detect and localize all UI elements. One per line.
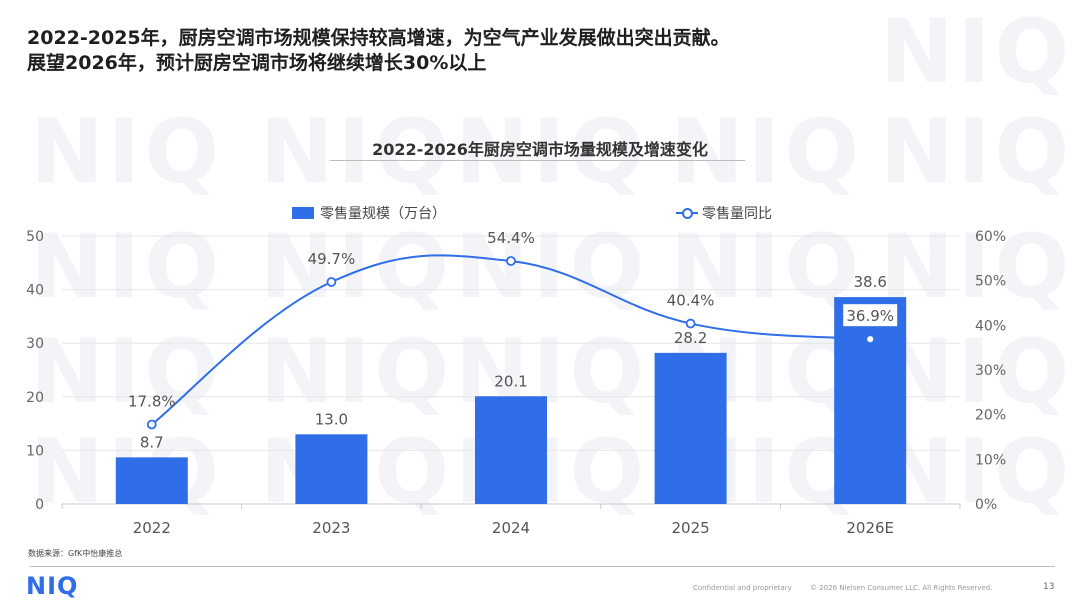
headline-line-1: 2022-2025年，厨房空调市场规模保持较高增速，为空气产业发展做出突出贡献。 <box>27 27 730 49</box>
y-right-tick-label: 40% <box>975 318 1006 334</box>
y-left-tick-label: 0 <box>35 497 44 513</box>
y-right-tick-label: 10% <box>975 452 1006 468</box>
copyright-note: © 2026 Nielsen Consumer LLC. All Rights … <box>810 584 993 592</box>
bar-value-label: 38.6 <box>853 273 886 291</box>
line-value-label: 54.4% <box>487 229 535 247</box>
line-point <box>506 256 516 266</box>
line-value-label: 36.9% <box>846 307 894 325</box>
x-tick-label: 2025 <box>672 519 710 537</box>
y-right-tick-label: 20% <box>975 408 1006 424</box>
x-tick-label: 2026E <box>846 519 894 537</box>
footer-divider <box>30 566 1055 567</box>
line-value-label: 49.7% <box>308 250 356 268</box>
headline: 2022-2025年，厨房空调市场规模保持较高增速，为空气产业发展做出突出贡献。… <box>27 26 1057 76</box>
legend-bar-label: 零售量规模（万台） <box>320 206 446 222</box>
legend-line-swatch <box>676 207 698 219</box>
chart-title: 2022-2026年厨房空调市场量规模及增速变化 <box>372 140 708 159</box>
bar <box>475 396 547 504</box>
line-point <box>685 318 696 329</box>
data-source-note: 数据来源：GfK中怡康推总 <box>28 549 123 558</box>
y-right-tick-label: 60% <box>975 229 1006 245</box>
bar-value-label: 13.0 <box>315 410 348 428</box>
y-right-tick-label: 30% <box>975 363 1006 379</box>
y-left-tick-label: 30 <box>26 336 44 352</box>
bar <box>834 297 907 504</box>
confidential-note: Confidential and proprietary <box>693 584 792 592</box>
legend-item-bar: 零售量规模（万台） <box>292 203 446 223</box>
x-tick-label: 2024 <box>492 519 530 537</box>
title-divider <box>330 160 745 161</box>
legend-bar-swatch <box>292 207 314 219</box>
bar <box>654 352 727 504</box>
bar-value-label: 20.1 <box>494 372 527 390</box>
line-point <box>146 419 157 430</box>
x-tick-label: 2023 <box>312 519 350 537</box>
y-left-tick-label: 10 <box>26 443 44 459</box>
legend-item-line: 零售量同比 <box>676 203 772 223</box>
y-left-tick-label: 20 <box>26 390 44 406</box>
line-point <box>326 277 337 287</box>
bar <box>115 457 188 504</box>
line-value-label: 40.4% <box>667 292 715 310</box>
y-right-tick-label: 50% <box>975 274 1006 290</box>
y-left-tick-label: 40 <box>26 283 44 299</box>
bar <box>295 434 368 504</box>
line-point <box>865 334 876 345</box>
line-value-label: 17.8% <box>128 392 176 410</box>
line-label-background <box>843 304 898 327</box>
x-tick-label: 2022 <box>133 519 171 537</box>
headline-line-2: 展望2026年，预计厨房空调市场将继续增长30%以上 <box>27 52 487 74</box>
legend-line-label: 零售量同比 <box>702 206 772 222</box>
y-left-tick-label: 50 <box>26 229 44 245</box>
page-number: 13 <box>1043 582 1055 592</box>
y-right-tick-label: 0% <box>975 497 997 513</box>
bar-value-label: 8.7 <box>140 433 164 451</box>
bar-value-label: 28.2 <box>674 329 707 347</box>
niq-logo: NIQ <box>26 572 79 600</box>
